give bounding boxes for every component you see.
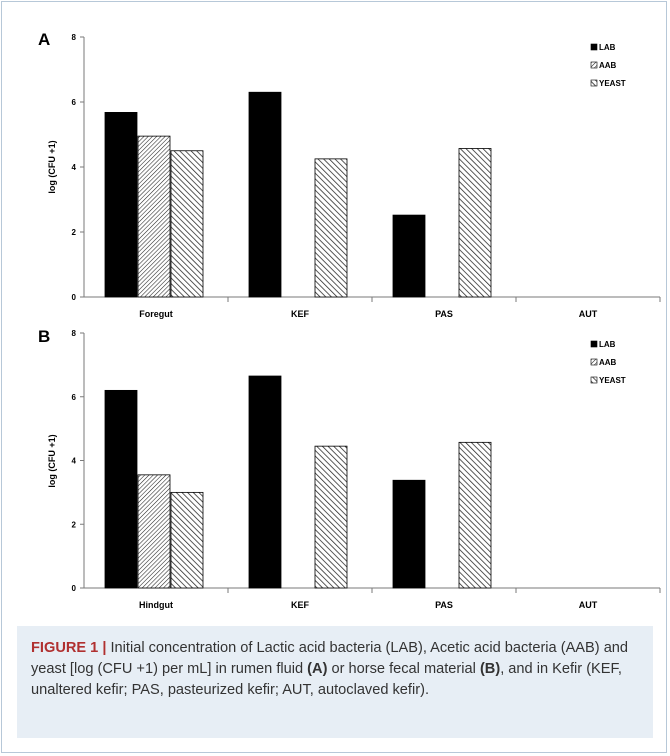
- panel-a-legend-label-yeast: YEAST: [599, 79, 626, 88]
- panel-a-legend-swatch-yeast: [591, 80, 597, 86]
- panel-b-legend-label-yeast: YEAST: [599, 376, 626, 385]
- panel-b-bar-yeast: [315, 446, 347, 588]
- panel-b-legend-swatch-aab: [591, 359, 597, 365]
- figure-charts: A 0 2 4 6 8 log (CFU +1) Foregut KEF PAS AUT LAB AAB…: [0, 0, 670, 620]
- panel-a-label: A: [38, 30, 50, 49]
- panel-b-bar-lab: [105, 390, 137, 588]
- panel-b-y-tick-label: 2: [72, 520, 77, 529]
- panel-b-bar-yeast: [171, 492, 203, 588]
- panel-b-bar-yeast: [459, 442, 491, 588]
- panel-a-bar-yeast: [171, 151, 203, 297]
- panel-a-bar-lab: [105, 112, 137, 297]
- panel-b-x-tick-label: PAS: [435, 600, 453, 610]
- panel-a-legend-label-aab: AAB: [599, 61, 617, 70]
- panel-a-x-tick-label: Foregut: [139, 309, 173, 319]
- caption-text-part2: or horse fecal material: [327, 661, 480, 677]
- panel-a-legend-label-lab: LAB: [599, 43, 616, 52]
- panel-b-x-tick-label: KEF: [291, 600, 310, 610]
- panel-a-bar-aab: [138, 136, 170, 297]
- panel-b-y-axis-title: log (CFU +1): [47, 434, 57, 487]
- panel-a-legend-swatch-lab: [591, 44, 597, 50]
- panel-a-y-tick-label: 0: [72, 293, 77, 302]
- panel-b-bar-lab: [393, 480, 425, 588]
- caption-ref-b: (B): [480, 661, 500, 677]
- panel-a-bar-lab: [249, 92, 281, 297]
- panel-a-y-tick-label: 4: [72, 163, 77, 172]
- panel-a-y-tick-label: 2: [72, 228, 77, 237]
- panel-a-bar-yeast: [315, 159, 347, 297]
- panel-b-x-tick-label: Hindgut: [139, 600, 173, 610]
- panel-b-y-tick-label: 0: [72, 584, 77, 593]
- panel-b-legend-label-lab: LAB: [599, 340, 616, 349]
- panel-b-bar-lab: [249, 376, 281, 588]
- panel-a-legend-swatch-aab: [591, 62, 597, 68]
- panel-a-x-tick-label: PAS: [435, 309, 453, 319]
- panel-a-x-tick-label: AUT: [579, 309, 598, 319]
- panel-a-bar-yeast: [459, 148, 491, 297]
- panel-b-legend-swatch-lab: [591, 341, 597, 347]
- panel-a-y-tick-label: 6: [72, 98, 77, 107]
- panel-b-y-tick-label: 6: [72, 393, 77, 402]
- panel-b-bar-aab: [138, 475, 170, 588]
- panel-b-legend-label-aab: AAB: [599, 358, 617, 367]
- panel-a-x-tick-label: KEF: [291, 309, 310, 319]
- panel-a-y-tick-label: 8: [72, 33, 77, 42]
- panel-b-x-tick-label: AUT: [579, 600, 598, 610]
- panel-b-label: B: [38, 327, 50, 346]
- panel-a-bar-lab: [393, 215, 425, 297]
- caption-figure-label: FIGURE 1 |: [31, 640, 106, 656]
- panel-b-y-tick-label: 4: [72, 457, 77, 466]
- caption-ref-a: (A): [307, 661, 327, 677]
- panel-b-y-tick-label: 8: [72, 329, 77, 338]
- panel-a-y-axis-title: log (CFU +1): [47, 140, 57, 193]
- panel-b-legend-swatch-yeast: [591, 377, 597, 383]
- figure-caption: FIGURE 1 | Initial concentration of Lact…: [17, 626, 653, 738]
